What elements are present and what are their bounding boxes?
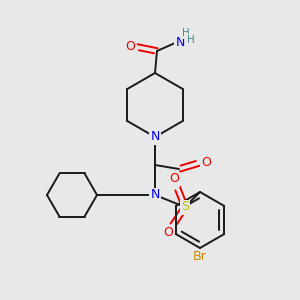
Text: N: N xyxy=(150,130,160,143)
Text: O: O xyxy=(201,157,211,169)
Text: H: H xyxy=(182,28,190,38)
Text: O: O xyxy=(163,226,173,238)
Text: O: O xyxy=(169,172,179,185)
Text: S: S xyxy=(181,200,189,214)
Text: H: H xyxy=(187,35,195,45)
Text: O: O xyxy=(125,40,135,53)
Text: N: N xyxy=(150,188,160,202)
Text: N: N xyxy=(175,35,185,49)
Text: Br: Br xyxy=(193,250,207,263)
